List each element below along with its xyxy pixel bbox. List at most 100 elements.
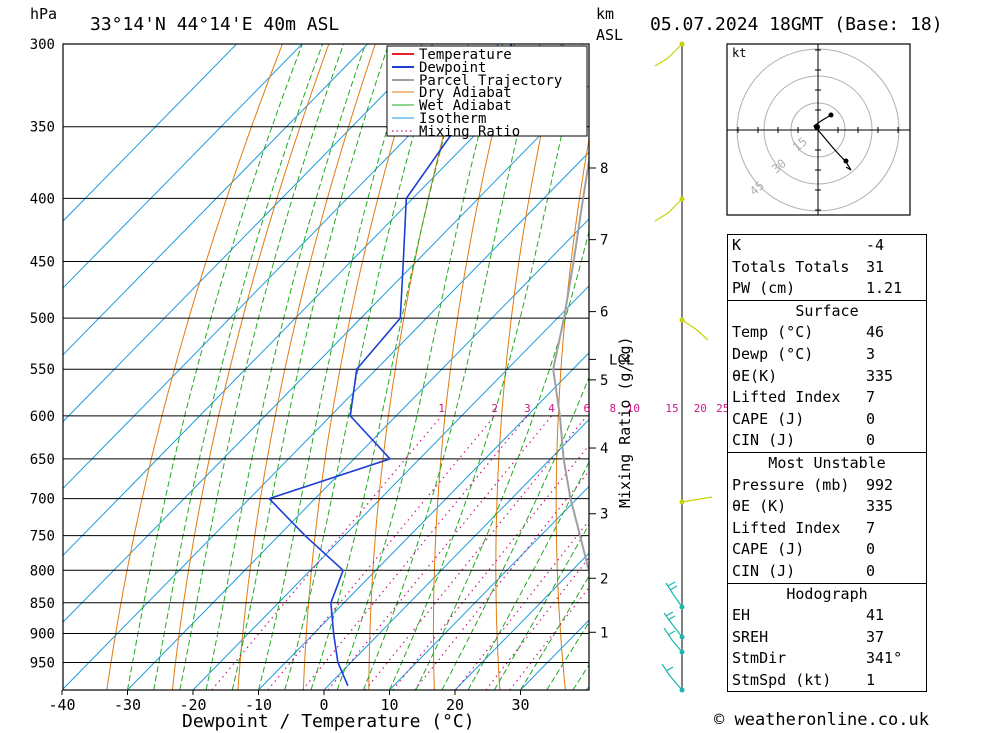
date-title: 05.07.2024 18GMT (Base: 18)	[650, 14, 943, 35]
pw-label: PW (cm)	[732, 279, 796, 298]
wind-profile	[654, 41, 713, 693]
pressure-tick-label: 850	[30, 596, 55, 612]
tt-value: 31	[866, 257, 885, 276]
indices-table: K -4 Totals Totals 31 PW (cm) 1.21 Surface …	[727, 234, 927, 693]
isotherm-line	[63, 44, 499, 490]
pw-value: 1.21	[866, 279, 903, 298]
km-tick-label: 8	[600, 161, 608, 177]
eh-value: 41	[866, 606, 885, 625]
isotherm-line	[63, 44, 368, 356]
surface-cin-label: CIN (J)	[732, 431, 796, 450]
legend: Temperature Dewpoint Parcel Trajectory D…	[386, 45, 588, 140]
mixing-ratio-label: 15	[665, 402, 678, 415]
wet-adiabat-line	[258, 44, 414, 690]
wind-level-dot	[679, 634, 685, 640]
x-tick-label: -40	[48, 696, 75, 714]
surface-cape-value: 0	[866, 409, 876, 428]
wind-barb	[681, 496, 713, 503]
isotherm-line	[63, 44, 434, 423]
x-tick-label: -30	[114, 696, 141, 714]
km-unit: km	[596, 5, 614, 23]
wind-barb	[663, 627, 683, 653]
legend-wet-adiabat: Wet Adiabat	[419, 98, 512, 114]
plot-frame	[62, 43, 590, 691]
km-tick-label: 7	[600, 233, 608, 249]
isotherm-line	[323, 418, 589, 690]
stmspd-label: StmSpd (kt)	[732, 670, 832, 689]
tt-label: Totals Totals	[732, 257, 850, 276]
lcl-label: LCL	[609, 352, 634, 368]
hodo-table-title: Hodograph	[727, 582, 927, 606]
hodograph-unit: kt	[732, 46, 746, 60]
mu-theta-value: 335	[866, 497, 894, 516]
wind-level-dot	[679, 687, 685, 693]
mixing-ratio-label: 8	[609, 402, 616, 415]
isotherm-line	[63, 84, 589, 623]
isotherm-line	[63, 44, 565, 557]
mu-li-value: 7	[866, 518, 876, 537]
mixing-ratio-line	[267, 415, 496, 690]
mixing-ratio-label: 20	[694, 402, 707, 415]
legend-parcel: Parcel Trajectory	[419, 73, 562, 89]
dry-adiabat-line	[671, 44, 700, 690]
footer-copyright[interactable]: © weatheronline.co.uk	[714, 710, 929, 730]
k-value: -4	[866, 236, 885, 254]
mixing-ratio-line	[364, 415, 588, 690]
x-tick-label: -20	[179, 696, 206, 714]
hodograph-point	[828, 112, 834, 118]
dry-adiabat-line	[432, 44, 516, 690]
x-axis-title: Dewpoint / Temperature (°C)	[182, 711, 475, 732]
wet-adiabat-line	[467, 461, 589, 690]
x-tick-label: -10	[245, 696, 272, 714]
pressure-tick-label: 550	[30, 362, 55, 378]
km-tick-label: 5	[600, 373, 608, 389]
pressure-tick-label: 800	[30, 563, 55, 579]
pressure-tick-label: 650	[30, 452, 55, 468]
surface-title: Surface	[727, 299, 927, 323]
pressure-tick-label: 300	[30, 37, 55, 53]
legend-isotherm: Isotherm	[419, 111, 486, 127]
legend-temperature: Temperature	[419, 47, 512, 63]
axis-labels: 1 2 3 4 6 8 10 15 20 2530035040045050055060065070…	[30, 37, 730, 714]
mixing-ratio-line	[392, 444, 589, 690]
surface-cape-label: CAPE (J)	[732, 409, 805, 428]
mu-title: Most Unstable	[727, 451, 927, 475]
dry-adiabat-line	[106, 44, 283, 690]
x-tick-label: 10	[380, 696, 398, 714]
pressure-tick-label: 700	[30, 492, 55, 508]
surface-dewp-value: 3	[866, 344, 876, 363]
km-tick-label: 2	[600, 571, 608, 587]
wet-adiabat-line	[127, 44, 303, 690]
surface-dewp-label: Dewp (°C)	[732, 344, 814, 363]
dry-adiabat-line	[931, 44, 1000, 690]
isotherm-line	[258, 352, 589, 690]
legend-mixing-ratio: Mixing Ratio	[419, 124, 520, 140]
wind-level-dot	[679, 649, 685, 655]
mu-pressure-value: 992	[866, 475, 894, 494]
surface-theta-value: 335	[866, 366, 894, 385]
km-tick-label: 6	[600, 305, 608, 321]
pressure-tick-label: 900	[30, 626, 55, 642]
pressure-tick-label: 500	[30, 311, 55, 327]
mu-li-label: Lifted Index	[732, 518, 841, 537]
wet-adiabat-line	[284, 44, 441, 690]
mu-theta-label: θE (K)	[732, 497, 787, 516]
mixing-ratio-axis-title: Mixing Ratio (g/kg)	[616, 336, 634, 508]
legend-dry-adiabat: Dry Adiabat	[419, 85, 512, 101]
wind-level-dot	[679, 499, 685, 505]
location-title: 33°14'N 44°14'E 40m ASL	[90, 14, 339, 35]
pressure-tick-label: 600	[30, 409, 55, 425]
wind-barb	[661, 663, 683, 691]
mu-cape-label: CAPE (J)	[732, 540, 805, 559]
mu-cin-value: 0	[866, 561, 876, 580]
mixing-ratio-label: 2	[491, 402, 498, 415]
isotherm-line	[454, 552, 589, 690]
mixing-ratio-label: 1	[438, 402, 445, 415]
wet-adiabat-line	[441, 376, 589, 690]
parcel-trajectory-profile	[552, 154, 589, 577]
pressure-tick-label: 350	[30, 120, 55, 136]
wind-barb	[665, 581, 683, 608]
wind-barb	[654, 198, 683, 222]
sreh-value: 37	[866, 627, 885, 646]
